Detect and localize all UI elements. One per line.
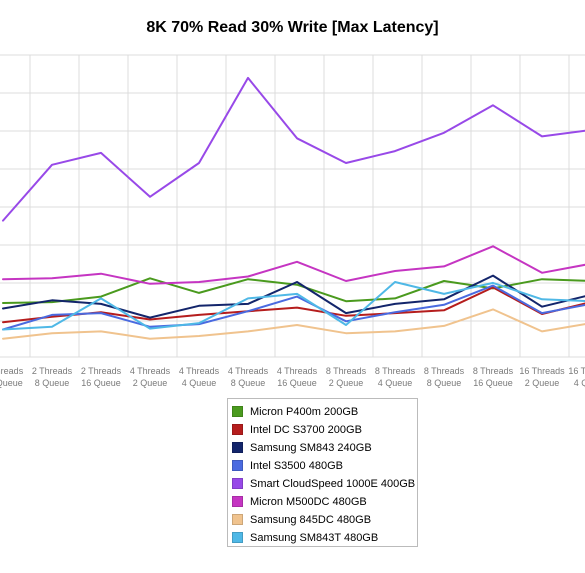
x-tick-label: 16 Threads <box>568 366 585 376</box>
x-tick-label: 4 Threads <box>228 366 269 376</box>
legend-label: Smart CloudSpeed 1000E 400GB <box>250 478 416 490</box>
x-tick-label: 8 Queue <box>427 378 462 388</box>
legend-label: Samsung SM843T 480GB <box>250 532 379 544</box>
x-tick-label: 4 Threads <box>277 366 318 376</box>
legend-label: Intel S3500 480GB <box>250 460 343 472</box>
legend-swatch <box>232 514 243 525</box>
x-tick-label: 8 Queue <box>35 378 70 388</box>
x-tick-label: 1 Threads <box>0 366 24 376</box>
legend-label: Samsung SM843 240GB <box>250 442 372 454</box>
series-line-2 <box>2 274 585 319</box>
x-tick-label: 2 Queue <box>329 378 364 388</box>
legend-label: Intel DC S3700 200GB <box>250 424 362 436</box>
legend-swatch <box>232 496 243 507</box>
legend-swatch <box>232 406 243 417</box>
series-line-4 <box>2 76 585 222</box>
chart-legend: Micron P400m 200GB Intel DC S3700 200GB Sa… <box>227 398 418 547</box>
legend-swatch <box>232 532 243 543</box>
x-tick-label: 4 Queue <box>182 378 217 388</box>
series-line-7 <box>2 281 585 331</box>
x-tick-label: 8 Threads <box>375 366 416 376</box>
series-line-5 <box>2 245 585 285</box>
series-line-3 <box>2 284 585 331</box>
x-tick-label: 4 Queue <box>378 378 413 388</box>
x-tick-label: 2 Queue <box>525 378 560 388</box>
series-line-6 <box>2 308 585 340</box>
legend-swatch <box>232 424 243 435</box>
line-chart: 1 Threads 16 Queue 2 Threads 8 Queue 2 Threa… <box>0 54 585 388</box>
x-tick-label: 16 Threads <box>519 366 565 376</box>
legend-swatch <box>232 460 243 471</box>
x-tick-label: 8 Queue <box>231 378 266 388</box>
x-tick-label: 8 Threads <box>473 366 514 376</box>
legend-label: Micron P400m 200GB <box>250 406 359 418</box>
x-tick-label: 4 Threads <box>179 366 220 376</box>
x-tick-label: 2 Threads <box>81 366 122 376</box>
chart-title: 8K 70% Read 30% Write [Max Latency] <box>146 19 439 36</box>
x-tick-label: 16 Queue <box>0 378 23 388</box>
x-tick-label: 8 Threads <box>326 366 367 376</box>
legend-swatch <box>232 442 243 453</box>
x-tick-label: 2 Queue <box>133 378 168 388</box>
legend-label: Samsung 845DC 480GB <box>250 514 372 526</box>
legend-swatch <box>232 478 243 489</box>
x-tick-label: 4 Queue <box>574 378 585 388</box>
x-tick-label: 2 Threads <box>32 366 73 376</box>
legend-label: Micron M500DC 480GB <box>250 496 367 508</box>
x-tick-label: 16 Queue <box>81 378 121 388</box>
x-tick-label: 4 Threads <box>130 366 171 376</box>
x-tick-label: 16 Queue <box>473 378 513 388</box>
x-tick-label: 16 Queue <box>277 378 317 388</box>
x-tick-label: 8 Threads <box>424 366 465 376</box>
